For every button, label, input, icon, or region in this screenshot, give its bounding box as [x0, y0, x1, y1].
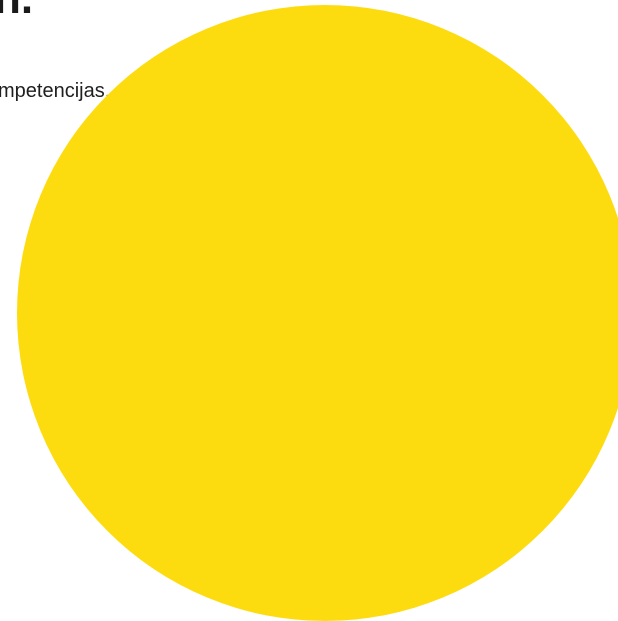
section-heading: n. — [0, 0, 33, 24]
decorative-yellow-circle — [17, 5, 618, 621]
